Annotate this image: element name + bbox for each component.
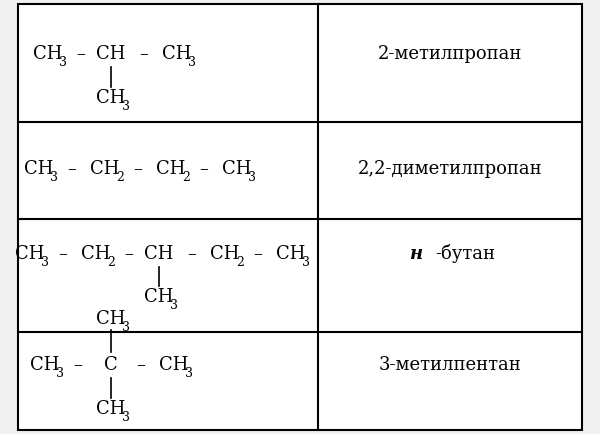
Text: 3: 3	[56, 367, 64, 380]
Text: CH: CH	[34, 45, 62, 63]
Text: -бутан: -бутан	[435, 244, 495, 263]
Text: CH: CH	[97, 89, 125, 107]
Text: 3: 3	[59, 56, 67, 69]
Text: –: –	[125, 245, 133, 263]
Text: –: –	[59, 245, 67, 263]
Text: 3: 3	[302, 256, 310, 269]
Text: 3: 3	[50, 171, 58, 184]
Text: CH: CH	[145, 288, 173, 306]
Text: CH: CH	[97, 400, 125, 418]
Text: CH: CH	[160, 355, 188, 374]
Text: 3: 3	[122, 321, 130, 334]
Text: –: –	[77, 45, 85, 63]
Text: 2-метилпропан: 2-метилпропан	[378, 45, 522, 63]
Text: 3: 3	[185, 367, 193, 380]
Text: 2,2-диметилпропан: 2,2-диметилпропан	[358, 160, 542, 178]
Text: CH: CH	[277, 245, 305, 263]
Text: –: –	[68, 160, 76, 178]
Text: 3: 3	[188, 56, 196, 69]
Text: 2: 2	[116, 171, 124, 184]
Text: 3: 3	[248, 171, 256, 184]
Text: –: –	[74, 355, 82, 374]
Text: CH: CH	[82, 245, 110, 263]
Text: 3: 3	[41, 256, 49, 269]
Text: CH: CH	[223, 160, 251, 178]
Text: –: –	[200, 160, 208, 178]
Text: CH: CH	[25, 160, 53, 178]
Text: CH: CH	[145, 245, 173, 263]
Text: –: –	[137, 355, 145, 374]
Text: –: –	[254, 245, 262, 263]
Text: –: –	[188, 245, 196, 263]
Text: –: –	[140, 45, 148, 63]
Text: CH: CH	[163, 45, 191, 63]
Text: –: –	[134, 160, 142, 178]
Text: CH: CH	[157, 160, 185, 178]
Text: CH: CH	[97, 45, 125, 63]
Text: CH: CH	[91, 160, 119, 178]
Text: CH: CH	[31, 355, 59, 374]
Text: 3: 3	[122, 100, 130, 113]
Text: 3: 3	[122, 411, 130, 424]
Text: 2: 2	[107, 256, 115, 269]
Text: C: C	[104, 355, 118, 374]
Text: 2: 2	[182, 171, 190, 184]
Text: CH: CH	[97, 310, 125, 328]
Text: н: н	[410, 245, 424, 263]
Text: CH: CH	[16, 245, 44, 263]
Text: 2: 2	[236, 256, 244, 269]
Text: 3-метилпентан: 3-метилпентан	[379, 355, 521, 374]
Text: CH: CH	[211, 245, 239, 263]
Text: 3: 3	[170, 299, 178, 312]
